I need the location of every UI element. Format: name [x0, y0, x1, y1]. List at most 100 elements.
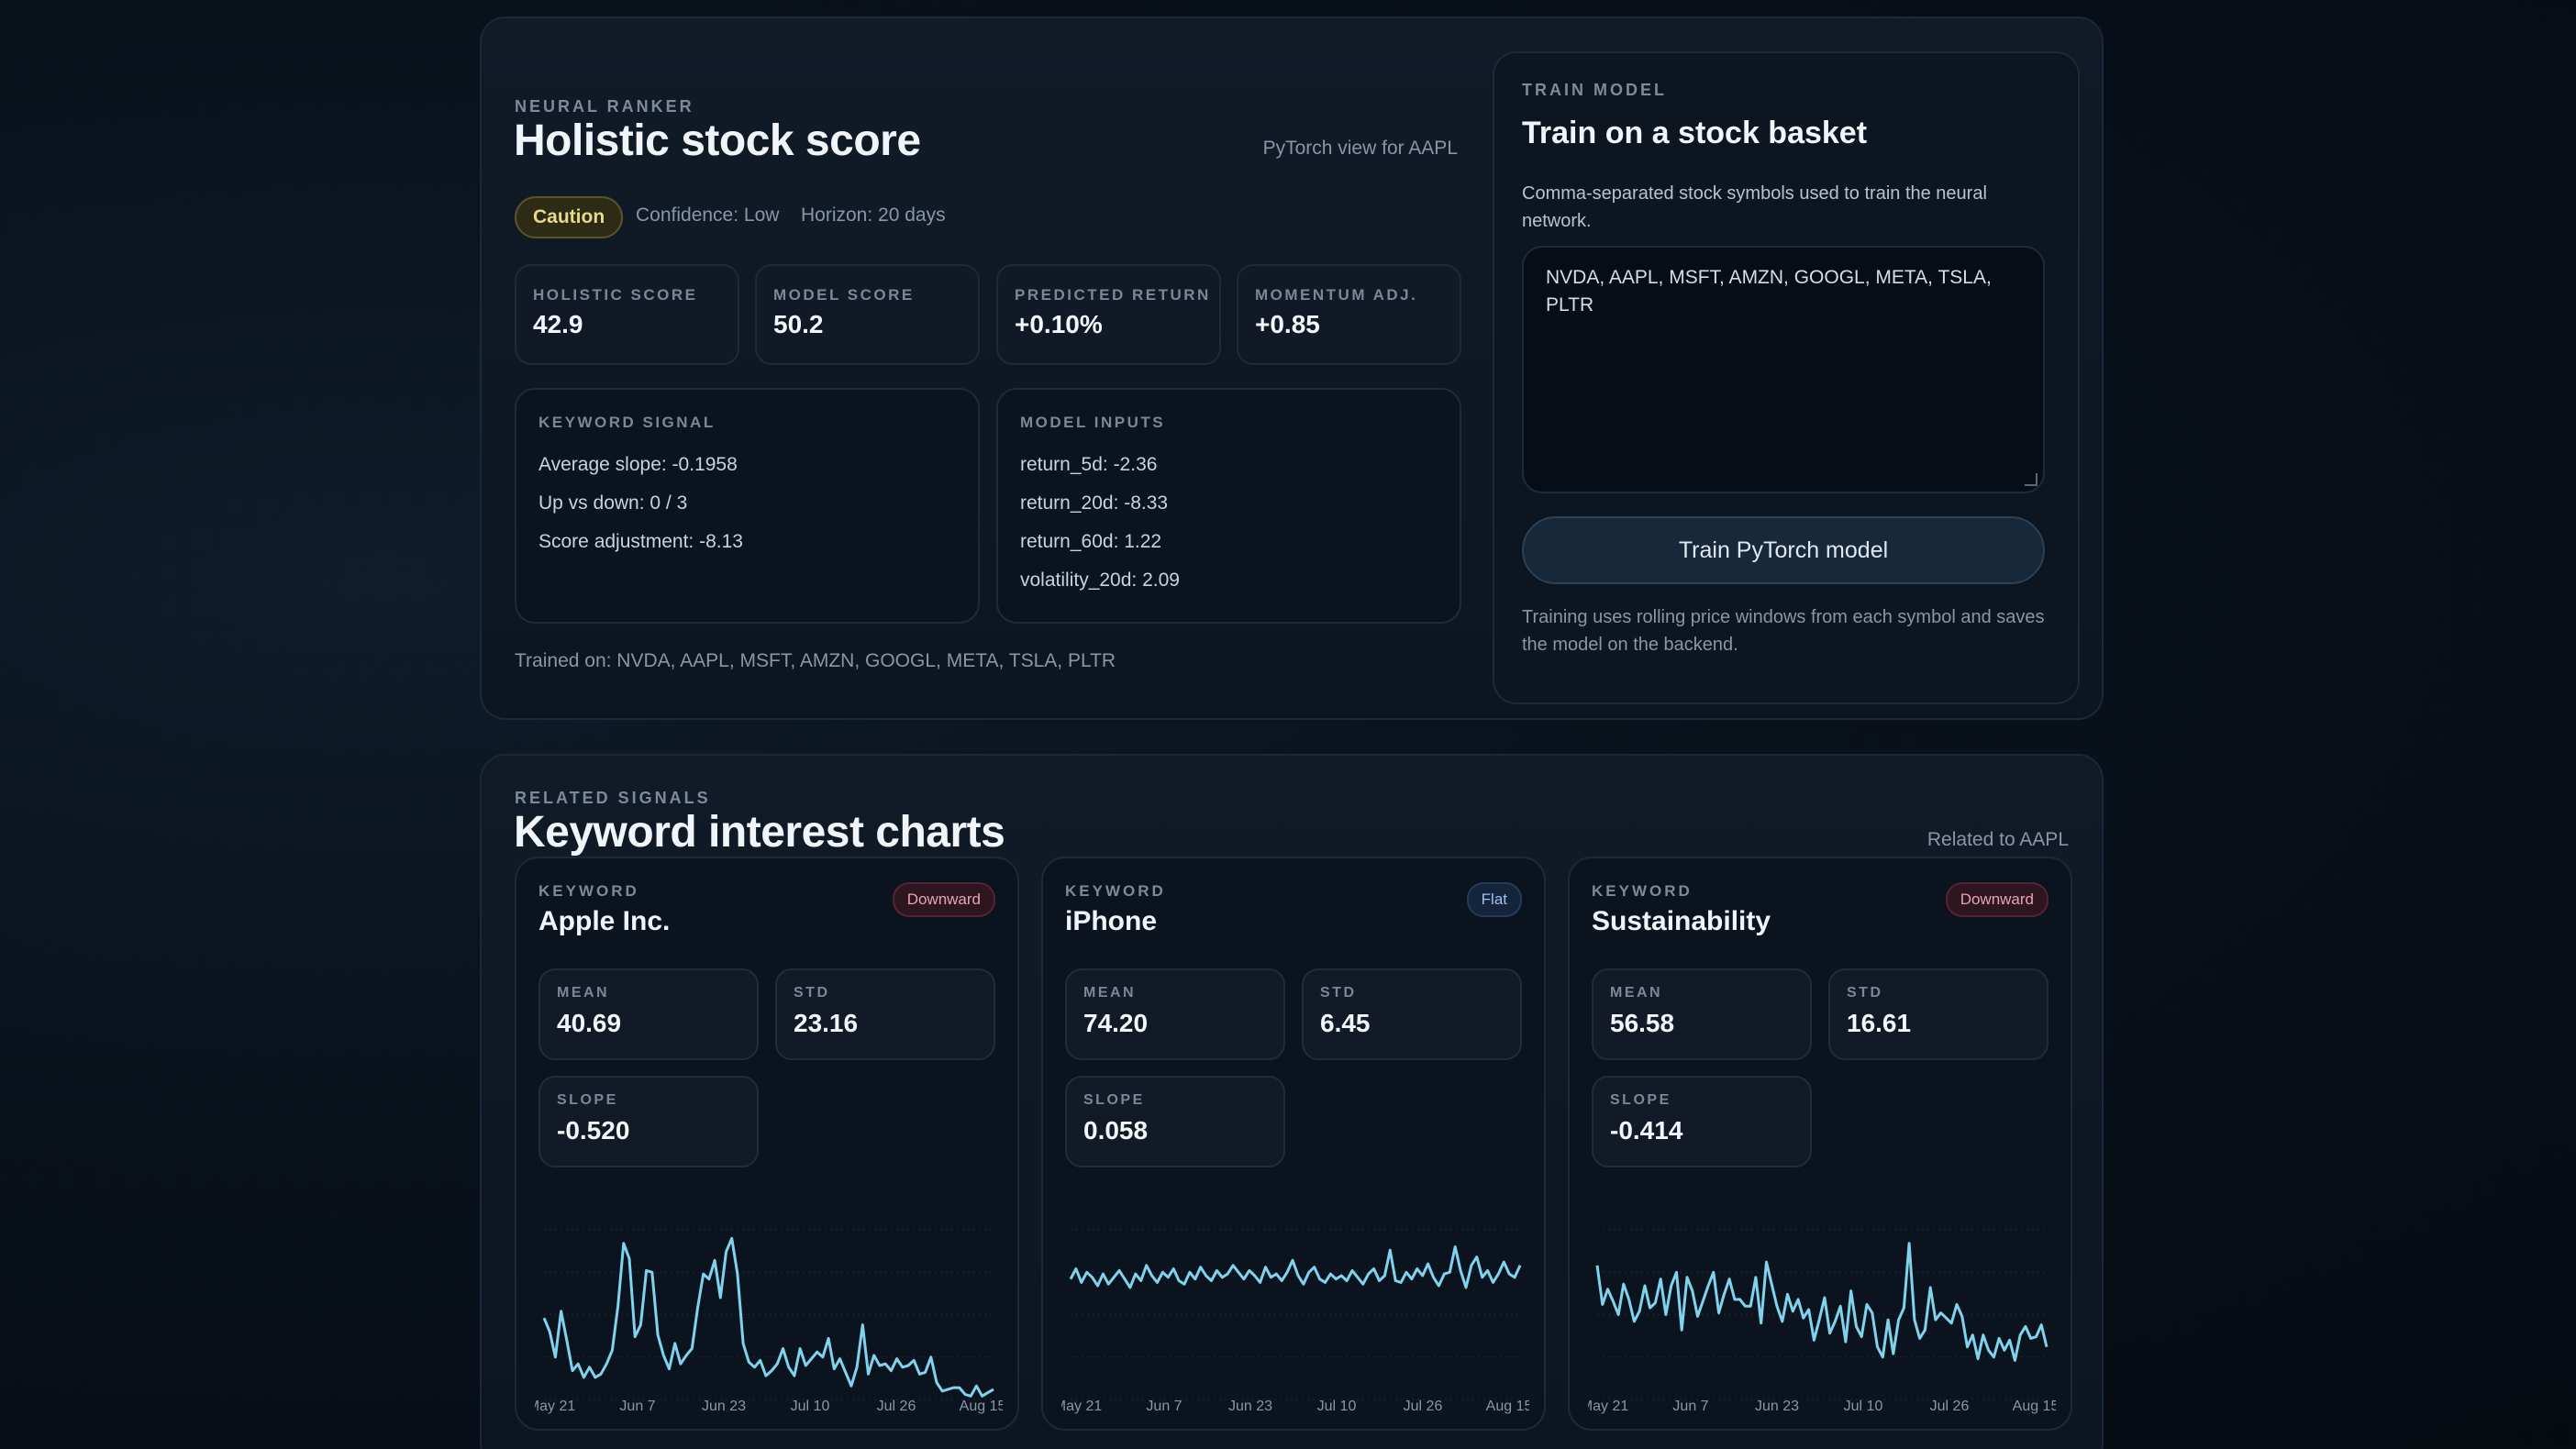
stock-symbols-value: NVDA, AAPL, MSFT, AMZN, GOOGL, META, TSL… — [1546, 267, 1992, 315]
mean-label: MEAN — [1610, 985, 1663, 1001]
average-slope-line: Average slope: -0.1958 — [539, 454, 738, 475]
predicted-return-card: PREDICTED RETURN +0.10% — [996, 264, 1221, 365]
training-note: Training uses rolling price windows from… — [1522, 607, 2045, 655]
std-stat: STD 16.61 — [1828, 968, 2049, 1060]
resize-handle-icon[interactable] — [2025, 473, 2037, 486]
std-label: STD — [1320, 985, 1357, 1001]
x-tick-label: Jul 10 — [1844, 1399, 1883, 1414]
stat-label: MODEL SCORE — [773, 286, 915, 304]
stat-label: MOMENTUM ADJ. — [1255, 286, 1418, 304]
series-line — [1595, 1242, 2049, 1362]
std-value: 23.16 — [794, 1009, 859, 1037]
up-vs-down-line: Up vs down: 0 / 3 — [539, 492, 688, 514]
x-tick-label: Jun 23 — [702, 1399, 746, 1414]
std-stat: STD 6.45 — [1302, 968, 1522, 1060]
model-inputs-card: MODEL INPUTS return_5d: -2.36 return_20d… — [996, 388, 1461, 624]
x-tick-label: Jun 7 — [619, 1399, 655, 1414]
trained-on-text: Trained on: NVDA, AAPL, MSFT, AMZN, GOOG… — [515, 650, 1116, 671]
slope-stat: SLOPE -0.520 — [539, 1076, 759, 1167]
x-tick-label: Jun 7 — [1672, 1399, 1708, 1414]
keyword-name: Sustainability — [1592, 906, 1771, 936]
related-eyebrow: RELATED SIGNALS — [515, 789, 711, 807]
mean-label: MEAN — [1083, 985, 1137, 1001]
train-description: Comma-separated stock symbols used to tr… — [1522, 183, 1987, 231]
return-20d-line: return_20d: -8.33 — [1020, 492, 1169, 514]
volatility-20d-line: volatility_20d: 2.09 — [1020, 570, 1180, 591]
mean-label: MEAN — [557, 985, 610, 1001]
series-line — [1069, 1245, 1522, 1289]
keyword-signal-card: KEYWORD SIGNAL Average slope: -0.1958 Up… — [515, 388, 980, 624]
stat-label: HOLISTIC SCORE — [533, 286, 698, 304]
predicted-return-value: +0.10% — [1015, 310, 1103, 338]
keyword-interest-chart: May 21 Jun 7 Jun 23 Jul 10 Jul 26 Aug 15 — [535, 1229, 1003, 1414]
x-tick-label: May 21 — [1588, 1399, 1628, 1414]
x-tick-label: Jul 26 — [1930, 1399, 1970, 1414]
slope-label: SLOPE — [1610, 1092, 1671, 1108]
horizon-text: Horizon: 20 days — [801, 205, 946, 226]
keyword-card-apple-inc: KEYWORD Apple Inc. Downward MEAN 40.69 S… — [515, 857, 1019, 1431]
std-label: STD — [794, 985, 830, 1001]
mean-stat: MEAN 56.58 — [1592, 968, 1812, 1060]
keyword-interest-chart: May 21 Jun 7 Jun 23 Jul 10 Jul 26 Aug 15 — [1588, 1229, 2056, 1414]
ranker-eyebrow: NEURAL RANKER — [515, 97, 694, 116]
x-tick-label: Jul 10 — [1317, 1399, 1357, 1414]
momentum-adj-card: MOMENTUM ADJ. +0.85 — [1237, 264, 1461, 365]
return-5d-line: return_5d: -2.36 — [1020, 454, 1158, 475]
mean-value: 74.20 — [1083, 1009, 1149, 1037]
trend-badge: Downward — [1945, 882, 2049, 917]
slope-value: -0.414 — [1610, 1116, 1683, 1145]
trend-badge: Downward — [892, 882, 995, 917]
keyword-card-sustainability: KEYWORD Sustainability Downward MEAN 56.… — [1568, 857, 2072, 1431]
stat-label: PREDICTED RETURN — [1015, 286, 1211, 304]
holistic-score-card: HOLISTIC SCORE 42.9 — [515, 264, 739, 365]
keyword-name: iPhone — [1065, 906, 1158, 936]
keyword-eyebrow: KEYWORD — [1592, 882, 1693, 900]
stock-symbols-textarea[interactable]: NVDA, AAPL, MSFT, AMZN, GOOGL, META, TSL… — [1522, 246, 2045, 493]
mean-value: 40.69 — [557, 1009, 622, 1037]
model-score-value: 50.2 — [773, 310, 824, 338]
neural-ranker-panel: NEURAL RANKER Holistic stock score PyTor… — [480, 17, 2104, 720]
keyword-signal-label: KEYWORD SIGNAL — [539, 414, 716, 431]
x-tick-label: Jun 23 — [1228, 1399, 1272, 1414]
x-tick-label: Aug 15 — [960, 1399, 1003, 1414]
slope-stat: SLOPE 0.058 — [1065, 1076, 1285, 1167]
related-to-label: Related to AAPL — [1926, 829, 2069, 850]
mean-value: 56.58 — [1610, 1009, 1675, 1037]
train-pytorch-model-button[interactable]: Train PyTorch model — [1522, 516, 2045, 584]
slope-value: -0.520 — [557, 1116, 630, 1145]
related-title: Keyword interest charts — [514, 808, 1005, 857]
keyword-eyebrow: KEYWORD — [1065, 882, 1166, 900]
model-score-card: MODEL SCORE 50.2 — [755, 264, 980, 365]
std-value: 6.45 — [1320, 1009, 1371, 1037]
keyword-name: Apple Inc. — [539, 906, 671, 936]
x-tick-label: Jun 23 — [1755, 1399, 1799, 1414]
confidence-text: Confidence: Low — [636, 205, 780, 226]
x-tick-label: May 21 — [535, 1399, 575, 1414]
return-60d-line: return_60d: 1.22 — [1020, 531, 1162, 552]
std-label: STD — [1847, 985, 1883, 1001]
momentum-adj-value: +0.85 — [1255, 310, 1320, 338]
slope-value: 0.058 — [1083, 1116, 1149, 1145]
x-tick-label: Jul 10 — [791, 1399, 830, 1414]
model-inputs-label: MODEL INPUTS — [1020, 414, 1166, 431]
mean-stat: MEAN 40.69 — [539, 968, 759, 1060]
x-tick-label: Jul 26 — [877, 1399, 916, 1414]
slope-label: SLOPE — [1083, 1092, 1145, 1108]
status-badge: Caution — [515, 196, 624, 238]
x-tick-label: Aug 15 — [2013, 1399, 2056, 1414]
holistic-score-value: 42.9 — [533, 310, 583, 338]
x-tick-label: May 21 — [1061, 1399, 1102, 1414]
x-tick-label: Jul 26 — [1404, 1399, 1443, 1414]
pytorch-view-label: PyTorch view for AAPL — [1262, 138, 1458, 159]
x-tick-label: Aug 15 — [1486, 1399, 1529, 1414]
train-title: Train on a stock basket — [1522, 116, 1868, 150]
slope-label: SLOPE — [557, 1092, 618, 1108]
mean-stat: MEAN 74.20 — [1065, 968, 1285, 1060]
std-value: 16.61 — [1847, 1009, 1912, 1037]
keyword-interest-chart: May 21 Jun 7 Jun 23 Jul 10 Jul 26 Aug 15 — [1061, 1229, 1529, 1414]
trend-badge: Flat — [1466, 882, 1522, 917]
std-stat: STD 23.16 — [775, 968, 995, 1060]
series-line — [542, 1236, 994, 1398]
related-signals-panel: RELATED SIGNALS Keyword interest charts … — [480, 754, 2104, 1449]
x-tick-label: Jun 7 — [1146, 1399, 1182, 1414]
